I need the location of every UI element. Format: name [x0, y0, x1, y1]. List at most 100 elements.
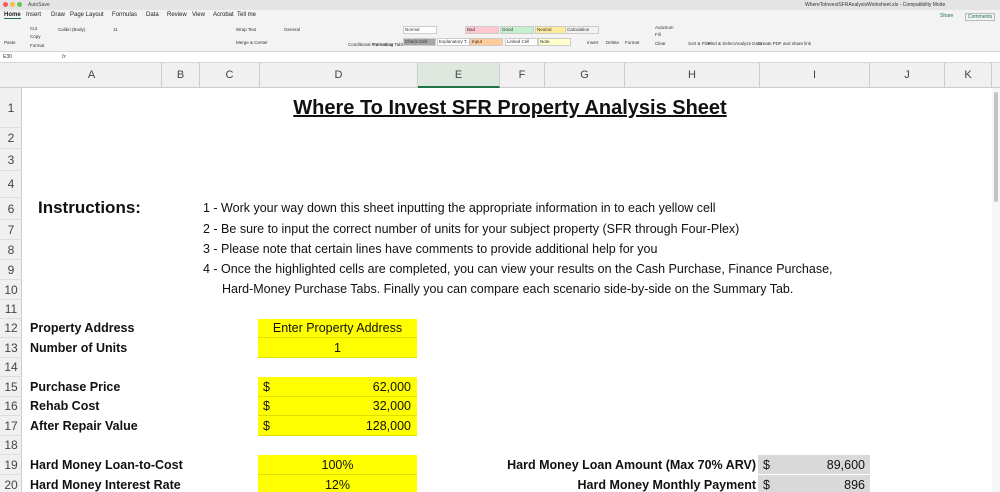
- row-header[interactable]: 1: [0, 88, 22, 128]
- tab-bar: [0, 10, 1000, 21]
- column-header[interactable]: B: [162, 63, 200, 88]
- row-header[interactable]: 6: [0, 198, 22, 220]
- row-header[interactable]: 20: [0, 475, 22, 492]
- ribbon-item[interactable]: Normal: [403, 26, 437, 34]
- input-cell[interactable]: [258, 377, 417, 397]
- row-header[interactable]: 8: [0, 240, 22, 260]
- input-value[interactable]: 1: [334, 341, 341, 355]
- ribbon-tab[interactable]: Home: [4, 12, 21, 19]
- field-label: Hard Money Interest Rate: [30, 478, 181, 492]
- ribbon-item[interactable]: Sort & Filter: [688, 41, 712, 46]
- ribbon-item[interactable]: Insert: [587, 40, 599, 45]
- ribbon-item[interactable]: Linked Cell: [505, 38, 538, 46]
- currency-symbol: $: [263, 419, 270, 433]
- column-header[interactable]: E: [418, 63, 500, 88]
- input-cell[interactable]: [258, 455, 417, 475]
- input-value[interactable]: 32,000: [372, 399, 411, 413]
- ribbon-item[interactable]: Input: [470, 38, 503, 46]
- column-header[interactable]: F: [500, 63, 545, 88]
- instruction-line: 3 - Please note that certain lines have …: [203, 242, 658, 256]
- ribbon-item[interactable]: Format as Table: [373, 42, 406, 47]
- column-header-bar: [0, 63, 1000, 88]
- ribbon-item[interactable]: Calibri (Body): [58, 27, 86, 32]
- scroll-thumb[interactable]: [994, 92, 998, 202]
- ribbon-item[interactable]: Find & Select: [708, 41, 735, 46]
- ribbon-item[interactable]: 11: [113, 27, 118, 32]
- ribbon-item[interactable]: Cut: [30, 26, 38, 31]
- input-cell[interactable]: [258, 475, 417, 492]
- ribbon-item[interactable]: Delete: [606, 40, 620, 45]
- row-header[interactable]: 2: [0, 128, 22, 149]
- ribbon-item[interactable]: Calculation: [565, 26, 599, 34]
- input-cell[interactable]: [258, 319, 417, 338]
- column-header[interactable]: K: [945, 63, 992, 88]
- ribbon-item[interactable]: Clear: [655, 41, 666, 46]
- ribbon-item[interactable]: Wrap Text: [236, 27, 257, 32]
- ribbon-item[interactable]: Analyze Data: [735, 41, 762, 46]
- ribbon-tab[interactable]: Review: [167, 12, 187, 18]
- ribbon-item[interactable]: Bad: [465, 26, 499, 34]
- ribbon-item[interactable]: Fill: [655, 32, 661, 37]
- row-header[interactable]: 16: [0, 397, 22, 416]
- column-header[interactable]: J: [870, 63, 945, 88]
- row-header[interactable]: 9: [0, 260, 22, 280]
- row-header[interactable]: 10: [0, 280, 22, 300]
- scrollbar[interactable]: [992, 88, 1000, 492]
- ribbon-item[interactable]: Create PDF and share link: [758, 41, 812, 46]
- input-cell[interactable]: [258, 397, 417, 416]
- share-button[interactable]: Share: [940, 13, 954, 19]
- row-header[interactable]: 15: [0, 377, 22, 397]
- ribbon-tab[interactable]: Tell me: [237, 12, 257, 18]
- instruction-line: 4 - Once the highlighted cells are compl…: [203, 262, 833, 276]
- row-header[interactable]: 17: [0, 416, 22, 436]
- minimize-button[interactable]: [10, 2, 15, 7]
- field-label: Property Address: [30, 321, 135, 335]
- row-header[interactable]: 18: [0, 436, 22, 455]
- ribbon-tab[interactable]: Formulas: [112, 12, 138, 18]
- input-value[interactable]: 100%: [321, 458, 354, 472]
- column-header[interactable]: C: [200, 63, 260, 88]
- input-cell[interactable]: [258, 338, 417, 358]
- ribbon-item[interactable]: Conditional Formatting: [348, 42, 394, 47]
- name-box[interactable]: E30: [3, 54, 12, 60]
- row-header[interactable]: 3: [0, 149, 22, 171]
- column-header[interactable]: G: [545, 63, 625, 88]
- ribbon-tab[interactable]: Page Layout: [70, 12, 104, 18]
- ribbon-item[interactable]: Merge & Center: [236, 40, 268, 45]
- ribbon-item[interactable]: Paste: [4, 40, 16, 45]
- row-header[interactable]: 14: [0, 358, 22, 377]
- ribbon-item[interactable]: Good: [500, 26, 534, 34]
- row-header[interactable]: 4: [0, 171, 22, 198]
- ribbon-item[interactable]: Explanatory T...: [437, 38, 470, 46]
- ribbon-tab[interactable]: Acrobat: [213, 12, 234, 18]
- row-header[interactable]: 12: [0, 319, 22, 338]
- row-header[interactable]: 11: [0, 300, 22, 319]
- column-header[interactable]: A: [22, 63, 162, 88]
- input-value[interactable]: 12%: [324, 478, 351, 492]
- row-header[interactable]: 7: [0, 220, 22, 240]
- input-value[interactable]: Enter Property Address: [272, 321, 403, 335]
- ribbon-item[interactable]: Copy: [30, 34, 41, 39]
- ribbon-tab[interactable]: Draw: [51, 12, 66, 18]
- ribbon-item[interactable]: Note: [538, 38, 571, 46]
- ribbon-item[interactable]: Neutral: [535, 26, 569, 34]
- column-header[interactable]: I: [760, 63, 870, 88]
- input-value[interactable]: 128,000: [365, 419, 411, 433]
- ribbon-item[interactable]: Format: [30, 43, 45, 48]
- ribbon-item[interactable]: General: [284, 27, 301, 32]
- zoom-button[interactable]: [17, 2, 22, 7]
- ribbon-item[interactable]: Format: [625, 40, 640, 45]
- ribbon-tab[interactable]: Data: [146, 12, 159, 18]
- input-value[interactable]: 62,000: [372, 380, 411, 394]
- row-header[interactable]: 13: [0, 338, 22, 358]
- row-header[interactable]: 19: [0, 455, 22, 475]
- input-cell[interactable]: [258, 416, 417, 436]
- ribbon-item[interactable]: AutoSum: [655, 25, 674, 30]
- ribbon-tab[interactable]: View: [192, 12, 205, 18]
- column-header[interactable]: D: [260, 63, 418, 88]
- column-header[interactable]: H: [625, 63, 760, 88]
- comments-button[interactable]: Comments: [965, 13, 996, 21]
- ribbon-item[interactable]: Check Cell: [403, 38, 436, 46]
- ribbon-tab[interactable]: Insert: [26, 12, 42, 18]
- close-button[interactable]: [3, 2, 8, 7]
